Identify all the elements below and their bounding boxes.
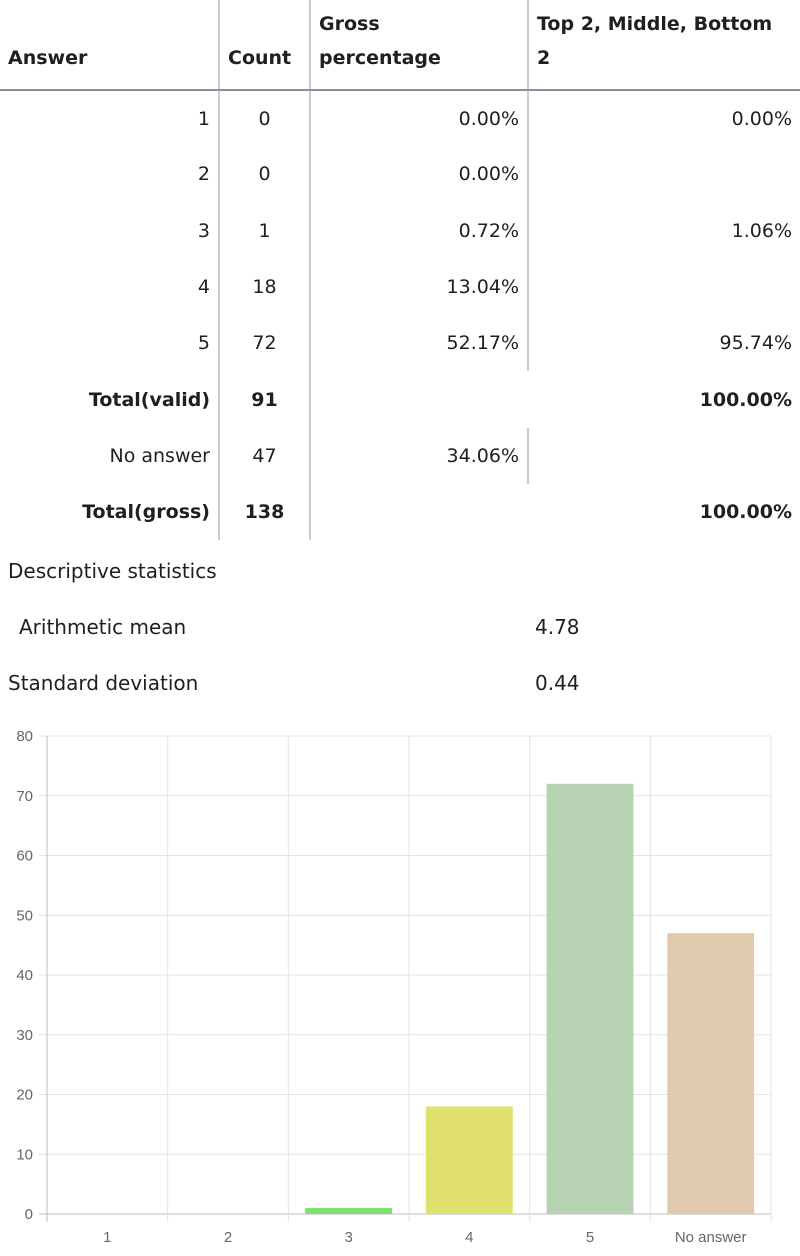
bar-5: [546, 783, 634, 1214]
x-tick-label: 1: [103, 1229, 111, 1246]
header-gross-percentage: Gross percentage: [310, 0, 529, 91]
sd-label: Standard deviation: [8, 671, 199, 695]
table-row: 1 0 0.00% 0.00%: [0, 90, 800, 147]
cell-top: 100.00%: [699, 501, 792, 524]
cell-answer: 1: [0, 90, 220, 147]
cell-count: 0: [219, 90, 311, 147]
cell-count: 138: [219, 484, 311, 541]
cell-gross: 13.04%: [310, 258, 529, 316]
cell-count: 72: [219, 315, 311, 372]
header-answer: Answer: [0, 0, 220, 91]
y-tick-label: 60: [16, 848, 33, 865]
y-tick-label: 10: [16, 1146, 33, 1163]
bar-3: [305, 1208, 393, 1214]
descriptive-statistics-heading: Descriptive statistics: [8, 559, 217, 583]
cell-count: 91: [219, 371, 311, 428]
cell-gross: 0.00%: [310, 146, 529, 203]
cell-count: 47: [219, 427, 311, 485]
y-tick-label: 40: [16, 967, 33, 984]
table-header-row: Answer Count Gross percentage Top 2, Midd…: [0, 0, 800, 91]
y-tick-label: 0: [25, 1206, 33, 1223]
cell-count: 1: [219, 202, 311, 259]
cell-answer: 5: [0, 315, 220, 372]
y-tick-label: 20: [16, 1087, 33, 1104]
table-row: 4 18 13.04%: [0, 258, 800, 316]
cell-top: 1.06%: [731, 219, 792, 242]
cell-count: 18: [219, 258, 311, 316]
cell-answer: Total(valid): [0, 371, 220, 428]
table-row: 3 1 0.72% 1.06%: [0, 202, 800, 259]
cell-gross: 52.17%: [310, 315, 529, 372]
table-row: 2 0 0.00%: [0, 146, 800, 203]
results-table: Answer Count Gross percentage Top 2, Midd…: [0, 0, 800, 541]
x-tick-label: 5: [586, 1229, 594, 1246]
cell-top: 100.00%: [699, 388, 792, 411]
y-tick-label: 70: [16, 788, 33, 805]
cell-answer: Total(gross): [0, 484, 220, 541]
sd-value: 0.44: [535, 671, 580, 695]
cell-gross: 34.06%: [310, 427, 529, 485]
cell-answer: No answer: [0, 427, 220, 485]
cell-gross: [310, 371, 528, 427]
cell-answer: 4: [0, 258, 220, 316]
x-tick-label: 4: [465, 1229, 473, 1246]
bar-chart: 0 10 20 30 40 50 60 70 80 1 2 3 4 5 No answer: [16, 728, 772, 1246]
table-row: 5 72 52.17% 95.74%: [0, 315, 800, 372]
x-tick-label: 3: [344, 1229, 352, 1246]
x-tick-label: No answer: [675, 1229, 747, 1246]
header-count: Count: [219, 0, 311, 91]
cell-top: [528, 259, 800, 315]
bar-4: [425, 1106, 513, 1214]
table-row-total-valid: Total(valid) 91 100.00%: [0, 371, 800, 428]
table-row-total-gross: Total(gross) 138 100.00%: [0, 484, 800, 541]
x-tick-label: 2: [224, 1229, 232, 1246]
mean-value: 4.78: [535, 615, 580, 639]
y-tick-label: 30: [16, 1027, 33, 1044]
bar-no-answer: [667, 933, 755, 1214]
cell-top: [528, 428, 800, 484]
cell-gross: 0.72%: [310, 202, 529, 259]
cell-top: [528, 146, 800, 202]
y-tick-label: 50: [16, 907, 33, 924]
cell-answer: 3: [0, 202, 220, 259]
cell-gross: 0.00%: [310, 90, 529, 147]
table-row: No answer 47 34.06%: [0, 427, 800, 485]
cell-top: 0.00%: [731, 107, 792, 130]
header-top-middle-bottom: Top 2, Middle, Bottom 2: [528, 0, 800, 91]
mean-label: Arithmetic mean: [19, 615, 187, 639]
cell-top: 95.74%: [719, 332, 792, 355]
y-tick-label: 80: [16, 728, 33, 745]
cell-answer: 2: [0, 146, 220, 203]
cell-gross: [310, 484, 528, 540]
cell-count: 0: [219, 146, 311, 203]
